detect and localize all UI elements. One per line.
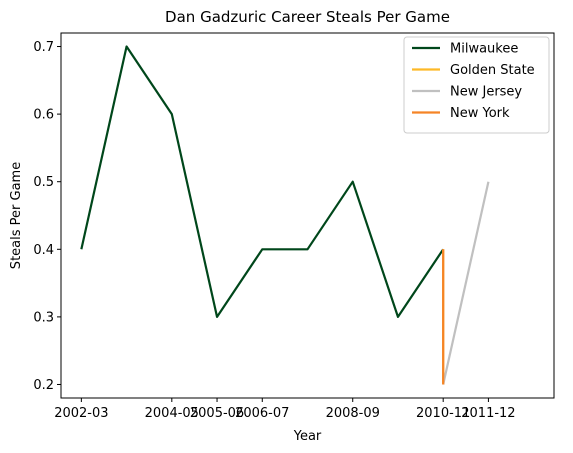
x-tick-label: 2010-11 bbox=[416, 406, 470, 421]
legend-label-golden-state: Golden State bbox=[450, 63, 535, 78]
x-tick-label: 2006-07 bbox=[235, 406, 289, 421]
series-line-milwaukee bbox=[80, 45, 445, 318]
legend-box bbox=[403, 36, 550, 134]
plot-area bbox=[60, 32, 555, 399]
y-tick-label: 0.7 bbox=[33, 40, 54, 55]
x-tick-label: 2011-12 bbox=[461, 406, 515, 421]
series-lines bbox=[80, 45, 490, 385]
y-tick-label: 0.6 bbox=[33, 108, 54, 123]
legend: Milwaukee Golden State New Jersey New York bbox=[403, 36, 550, 134]
y-tick-label: 0.2 bbox=[33, 378, 54, 393]
y-tick-label: 0.4 bbox=[33, 243, 54, 258]
x-tick-label: 2004-05 bbox=[145, 406, 199, 421]
legend-label-new-york: New York bbox=[450, 106, 510, 121]
chart-title: Dan Gadzuric Career Steals Per Game bbox=[165, 8, 450, 26]
plot-frame bbox=[60, 32, 555, 399]
legend-label-milwaukee: Milwaukee bbox=[450, 42, 518, 57]
y-axis: 0.2 0.3 0.4 0.5 0.6 0.7 bbox=[33, 40, 61, 393]
x-tick-label: 2008-09 bbox=[326, 406, 380, 421]
x-tick-label: 2005-06 bbox=[190, 406, 244, 421]
series-line-new-jersey bbox=[442, 181, 490, 385]
y-tick-label: 0.5 bbox=[33, 175, 54, 190]
x-axis-title: Year bbox=[293, 429, 322, 444]
y-tick-label: 0.3 bbox=[33, 310, 54, 325]
x-tick-label: 2002-03 bbox=[54, 406, 108, 421]
legend-label-new-jersey: New Jersey bbox=[450, 85, 522, 100]
y-axis-title: Steals Per Game bbox=[9, 162, 24, 269]
